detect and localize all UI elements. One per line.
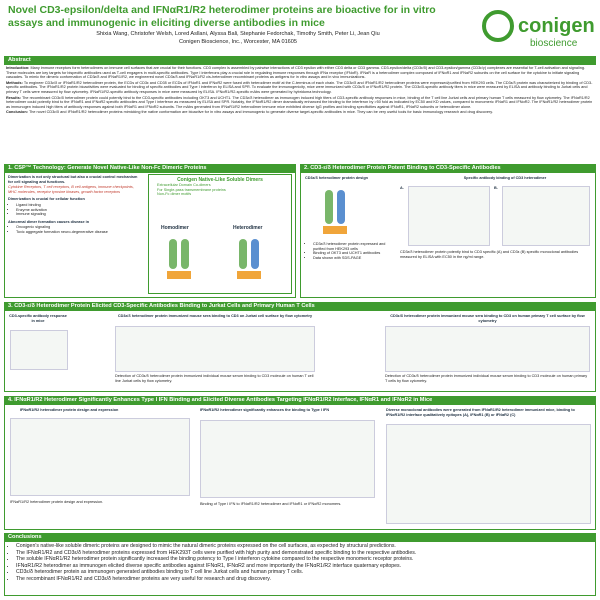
domain: [181, 239, 189, 269]
section-heading: 3. CD3-ε/δ Heterodimer Protein Elicited …: [4, 302, 596, 311]
list-item: The recombinant IFNαR1/R2 and CD3ε/δ het…: [16, 576, 591, 583]
logo-ring: [482, 10, 514, 42]
list-item: For Single-pass transmembrane proteins: [157, 188, 291, 193]
paragraph-text: Many immune receptors form heterodimers …: [6, 66, 586, 80]
label: Specific antibody binding of CD3 heterod…: [463, 176, 547, 180]
figure: [385, 326, 590, 372]
label: CD3-specific antibody response in mice: [9, 314, 67, 323]
label: IFNαR1/R2 heterodimer significantly enha…: [200, 408, 330, 412]
list: Extracellular Domain Co-dimersFor Single…: [149, 183, 291, 197]
text: Dimerization is not only structural but …: [8, 175, 138, 184]
abstract-paragraph: Introduction: Many immune receptors form…: [6, 66, 594, 80]
figure: [115, 326, 315, 372]
label: Homodimer: [161, 225, 189, 231]
logo-text: conigen: [518, 15, 595, 37]
affiliation: Conigen Bioscience, Inc., Worcester, MA …: [178, 39, 298, 45]
domain: [251, 239, 259, 269]
list-item: Non-Fc dimer motifs: [157, 192, 291, 197]
figure: [408, 186, 490, 246]
list: Oncogenic signalingToxic aggregate forma…: [8, 225, 143, 234]
paragraph-label: Conclusion:: [6, 110, 28, 115]
label: A.: [400, 186, 404, 190]
domain: [337, 190, 345, 224]
section-heading: 4. IFNαR1/R2 Heterodimer Significantly E…: [4, 396, 596, 405]
abstract-paragraph: Conclusion: The novel CD3ε/δ and IFNαR1/…: [6, 110, 594, 115]
list-item: Oncogenic signaling: [16, 225, 143, 230]
title: Novel CD3-epsilon/delta and IFNαR1/R2 he…: [8, 4, 436, 29]
design-diagram: [323, 190, 347, 234]
list-item: The soluble IFNαR1/R2 heterodimer protei…: [16, 556, 591, 563]
authors: Shixia Wang, Christofer Welsh, Lored Asl…: [96, 31, 380, 37]
domain: [325, 190, 333, 224]
text: Cytokine Receptors, T cell receptors, B …: [8, 185, 134, 194]
paragraph-label: Introduction:: [6, 66, 30, 70]
caption: IFNαR1/R2 heterodimer protein design and…: [10, 500, 104, 504]
list-item: The IFNαR1/R2 and CD3ε/δ heterodimer pro…: [16, 550, 591, 557]
caption: Binding of Type I IFN to IFNαR1/R2 heter…: [200, 502, 342, 506]
paragraph-text: The recombinant CD3ε/δ heterodimer prote…: [6, 95, 593, 109]
label: Heterodimer: [233, 225, 263, 231]
paragraph-label: Methods:: [6, 80, 23, 85]
section-heading: 1. CSP™ Technology: Generate Novel Nativ…: [4, 164, 296, 173]
caption: Detection of CD3ε/δ heterodimer protein …: [115, 374, 314, 383]
figure: [200, 420, 375, 498]
dimer-motif: [237, 271, 261, 279]
figure: [502, 186, 590, 246]
paragraph-label: Results:: [6, 95, 21, 100]
abstract-paragraph: Methods: To engineer CD3ε/δ or IFNαR1/R2…: [6, 81, 594, 95]
abstract-paragraph: Results: The recombinant CD3ε/δ heterodi…: [6, 96, 594, 110]
list-item: IFNαR1/R2 heterodimer as immunogen elici…: [16, 563, 591, 570]
list: Ligand bindingEnzyme activationImmune si…: [8, 203, 143, 217]
figure: [10, 330, 68, 370]
section-text: Dimerization is not only structural but …: [8, 175, 143, 235]
list-item: Toxic aggregate formation neuro-degenera…: [16, 230, 143, 235]
panel: Conigen Native-Like Soluble Dimers Extra…: [148, 174, 292, 294]
list-item: Immune signaling: [16, 212, 143, 217]
list-item: Enzyme activation: [16, 208, 143, 213]
paragraph-text: The novel CD3ε/δ and IFNαR1/R2 heterodim…: [28, 110, 493, 115]
text: Dimerization is crucial for cellular fun…: [8, 197, 85, 202]
logo-subtext: bioscience: [530, 38, 578, 49]
section-heading: 2. CD3-ε/δ Heterodimer Protein Potent Bi…: [300, 164, 596, 173]
domain: [239, 239, 247, 269]
label: CD3ε/δ heterodimer protein immunized mou…: [390, 314, 585, 323]
dimer-motif: [167, 271, 191, 279]
list-item: Ligand binding: [16, 203, 143, 208]
figure: [10, 418, 190, 496]
label: IFNαR1/R2 heterodimer protein design and…: [20, 408, 119, 412]
caption: Detection of CD3ε/δ heterodimer protein …: [385, 374, 588, 383]
list-item: Data shown with SDS-PAGE: [313, 256, 393, 261]
label: B.: [494, 186, 498, 190]
list-item: Extracellular Domain Co-dimers: [157, 183, 291, 188]
text: Abnormal dimer formation causes disease …: [8, 219, 90, 224]
caption: CD3ε/δ heterodimer protein potently bind…: [400, 250, 579, 259]
list: Conigen's native-like soluble dimeric pr…: [6, 543, 591, 583]
section-heading: Abstract: [4, 56, 596, 65]
label: CD3ε/δ heterodimer protein design: [305, 176, 368, 180]
dimer-diagram: [167, 239, 261, 279]
label: CD3ε/δ heterodimer protein immunized mou…: [117, 314, 313, 318]
list-item: CD3ε/δ heterodimer protein expressed and…: [313, 242, 393, 251]
list-item: CD3ε/δ heterodimer protein as immunogen …: [16, 569, 591, 576]
table-figure: [386, 424, 591, 524]
list-item: Conigen's native-like soluble dimeric pr…: [16, 543, 591, 550]
label: Diverse monoclonal antibodies were gener…: [386, 408, 575, 417]
logo: conigen bioscience: [482, 10, 595, 49]
list-item: Binding of OKT3 and UCHT1 antibodies: [313, 251, 393, 256]
abstract-body: Introduction: Many immune receptors form…: [6, 66, 594, 161]
dimer-motif: [323, 226, 347, 234]
domain: [169, 239, 177, 269]
paragraph-text: To engineer CD3ε/δ or IFNαR1/R2 heterodi…: [6, 80, 593, 94]
panel-title: Conigen Native-Like Soluble Dimers: [177, 177, 263, 183]
list: CD3ε/δ heterodimer protein expressed and…: [305, 242, 393, 260]
section-heading: Conclusions: [4, 533, 596, 542]
